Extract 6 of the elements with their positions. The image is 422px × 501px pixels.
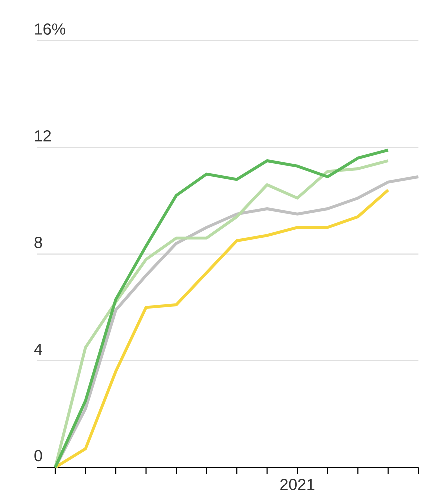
y-tick-label: 4 — [34, 344, 42, 355]
y-tick-label: 8 — [34, 236, 42, 248]
y-tick-label: 0 — [34, 450, 42, 462]
y-tick-label: 12 — [35, 130, 52, 142]
x-tick-label: 2021 — [280, 479, 315, 490]
y-tick-label: 16% — [35, 24, 66, 35]
